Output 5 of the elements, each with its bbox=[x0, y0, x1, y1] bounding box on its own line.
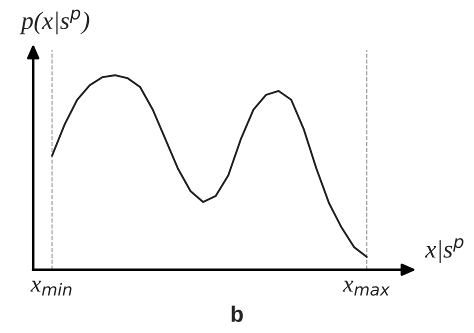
x-tick-label: x$_{max}$ bbox=[342, 280, 390, 296]
y-axis-title: p(x|s$^{p}$) bbox=[20, 10, 90, 34]
x-axis-title: x|s$^{p}$ bbox=[424, 238, 464, 263]
text: b bbox=[232, 306, 243, 322]
x-tick-label: x$_{min}$ bbox=[30, 280, 72, 296]
